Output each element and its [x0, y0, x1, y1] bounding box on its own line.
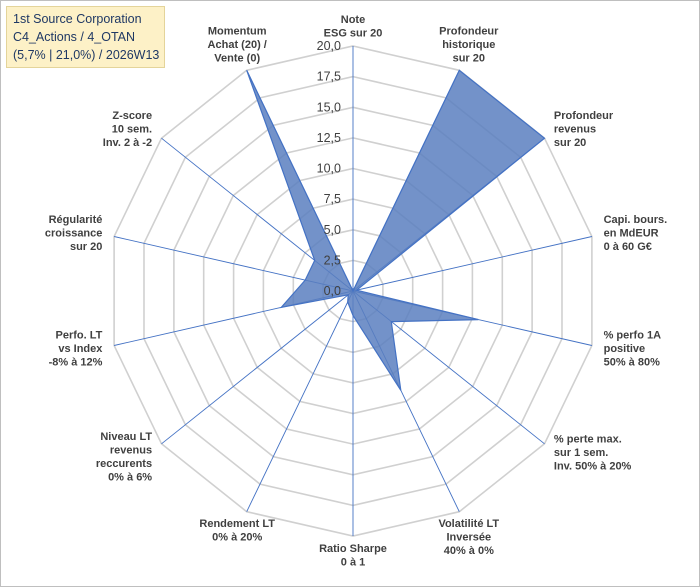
axis-label: Ratio Sharpe 0 à 1: [319, 543, 387, 569]
tick-label: 2,5: [324, 253, 341, 267]
axis-label-line: revenus: [554, 124, 596, 136]
tick-label: 17,5: [317, 70, 341, 84]
axis-label-line: sur 20: [554, 137, 586, 149]
axis-label-line: en MdEUR: [604, 228, 659, 240]
axis-label-line: historique: [442, 39, 495, 51]
axis-label-line: ESG sur 20: [324, 28, 383, 40]
axis-spoke: [161, 290, 354, 445]
axis-label: Capi. bours. en MdEUR 0 à 60 G€: [604, 214, 668, 253]
axis-label-line: sur 20: [453, 52, 485, 64]
axis-label-line: Z-score: [112, 110, 152, 122]
axis-label-line: Inv. 50% à 20%: [554, 460, 632, 472]
axis-label-line: Rendement LT: [199, 518, 275, 530]
axis-label: % perfo 1A positive 50% à 80%: [604, 329, 662, 368]
axis-label-line: Profondeur: [439, 25, 499, 37]
axis-label-line: vs Index: [58, 343, 103, 355]
axis-label-line: sur 1 sem.: [554, 447, 608, 459]
title-line-company: 1st Source Corporation: [13, 12, 142, 26]
axis-label-line: 50% à 80%: [604, 356, 660, 368]
axis-label: Note ESG sur 20: [324, 14, 383, 40]
axis-label-line: % perfo 1A: [604, 329, 662, 341]
title-line-stats: (5,7% | 21,0%) / 2026W13: [13, 48, 160, 62]
axis-label-line: Régularité: [49, 214, 103, 226]
axis-label-line: 10 sem.: [112, 124, 152, 136]
axis-label-line: Profondeur: [554, 110, 614, 122]
axis-label-line: 40% à 0%: [444, 545, 494, 557]
axis-label-line: Volatilité LT: [438, 518, 499, 530]
tick-label: 15,0: [317, 100, 341, 114]
axis-label: Profondeur historique sur 20: [439, 25, 499, 64]
axis-label-line: -8% à 12%: [49, 356, 103, 368]
axis-label: Rendement LT 0% à 20%: [199, 518, 275, 544]
axis-label-line: 0 à 60 G€: [604, 241, 652, 253]
axis-label: Niveau LT revenus reccurents 0% à 6%: [96, 431, 153, 484]
tick-label: 7,5: [324, 192, 341, 206]
tick-label: 5,0: [324, 223, 341, 237]
axis-label-line: % perte max.: [554, 433, 622, 445]
axis-label: % perte max. sur 1 sem. Inv. 50% à 20%: [554, 433, 632, 472]
axis-label-line: 0 à 1: [341, 557, 365, 569]
radial-tick-labels: 0,0 2,5 5,0 7,5 10,0 12,5 15,0 17,5 20,0: [317, 39, 341, 298]
tick-label: 0,0: [324, 284, 341, 298]
axis-label-line: 0% à 6%: [108, 471, 152, 483]
axis-spoke: [352, 236, 593, 292]
axis-label: Volatilité LT Inversée 40% à 0%: [438, 518, 499, 557]
axis-label-line: Niveau LT: [100, 431, 152, 443]
axis-label-line: Perfo. LT: [56, 329, 103, 341]
axis-spoke: [246, 290, 354, 512]
axis-label-line: Vente (0): [214, 52, 260, 64]
axis-label-line: Note: [341, 14, 365, 26]
axis-label: Perfo. LT vs Index -8% à 12%: [49, 329, 104, 368]
axis-label-line: revenus: [110, 444, 152, 456]
axis-label: Profondeur revenus sur 20: [554, 110, 614, 149]
series-area: [246, 69, 546, 391]
axis-label-line: reccurents: [96, 458, 152, 470]
axis-label-line: croissance: [45, 228, 102, 240]
axis-label-line: Ratio Sharpe: [319, 543, 387, 555]
axis-label: Régularité croissance sur 20: [45, 214, 102, 253]
axis-label-line: positive: [604, 343, 646, 355]
tick-label: 10,0: [317, 162, 341, 176]
axis-label-line: Momentum: [208, 25, 267, 37]
axis-label-line: sur 20: [70, 241, 102, 253]
axis-label-line: Capi. bours.: [604, 214, 668, 226]
tick-label: 20,0: [317, 39, 341, 53]
chart-title-box: 1st Source Corporation C4_Actions / 4_OT…: [6, 6, 166, 68]
axis-label-line: 0% à 20%: [212, 532, 262, 544]
axis-label-line: Inversée: [446, 532, 491, 544]
axis-label: Z-score 10 sem. Inv. 2 à -2: [103, 110, 152, 149]
radar-series: [246, 69, 546, 391]
title-line-category: C4_Actions / 4_OTAN: [13, 30, 136, 44]
tick-label: 12,5: [317, 131, 341, 145]
axis-labels: Note ESG sur 20 Profondeur historique sur 20…: [45, 14, 667, 569]
axis-label-line: Inv. 2 à -2: [103, 137, 152, 149]
axis-label: Momentum Achat (20) / Vente (0): [208, 25, 267, 64]
axis-label-line: Achat (20) /: [208, 39, 267, 51]
